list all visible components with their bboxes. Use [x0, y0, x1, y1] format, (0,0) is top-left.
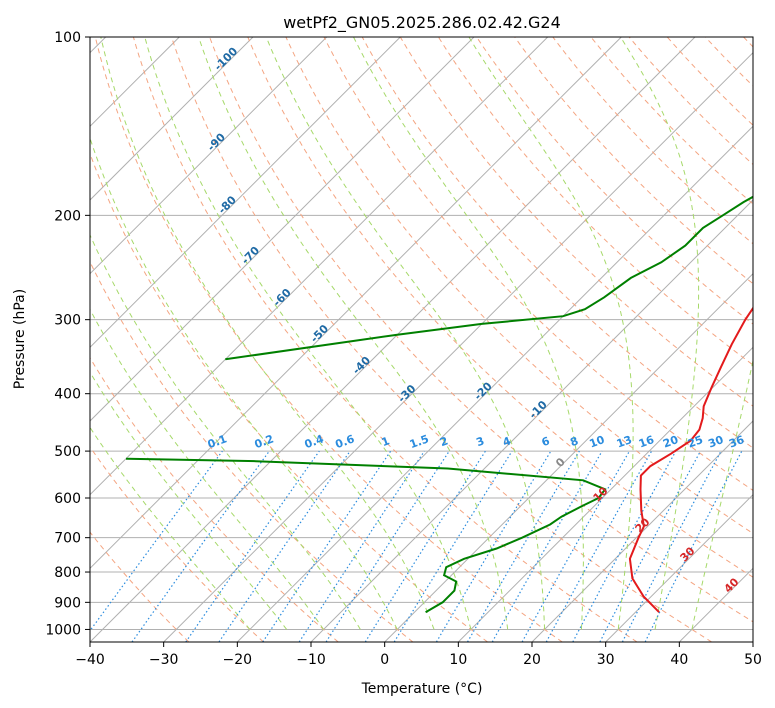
plot-area: 0.1 0.2 0.4 0.6 1 1.5 2 3 4 6 8 10 13 16 20 25 30 36-100-…	[89, 36, 754, 643]
mixing-ratio-label: 30	[706, 433, 725, 451]
y-tick-label: 800	[54, 565, 81, 581]
series-dewpoint	[125, 457, 607, 614]
dry-adiabat-line	[132, 37, 638, 642]
dry-adiabat-line	[437, 37, 753, 366]
dry-adiabat-line	[247, 37, 753, 578]
y-axis-label: Pressure (hPa)	[12, 289, 28, 389]
mixing-ratio-label: 10	[588, 433, 607, 451]
x-tick-label: 50	[744, 652, 762, 668]
mixing-ratio-label: 1.5	[408, 432, 431, 451]
mixing-ratio-line	[298, 450, 425, 642]
mixing-ratio-line	[185, 450, 320, 642]
mixing-ratio-label: 0.2	[253, 432, 276, 451]
y-tick-label: 1000	[45, 622, 81, 638]
moist-adiabat-line	[468, 37, 634, 630]
mixing-ratio-label: 3	[474, 434, 486, 449]
mixing-ratio-line	[131, 450, 270, 642]
isotherm-line	[163, 51, 753, 642]
mixing-ratio-line	[644, 450, 743, 642]
y-tick-label: 500	[54, 444, 81, 460]
moist-adiabat-line	[90, 136, 398, 630]
isotherm-line	[90, 37, 549, 496]
isotherm-line	[90, 37, 254, 201]
isotherm-line	[384, 272, 753, 642]
mixing-ratio-line	[521, 450, 631, 642]
mixing-ratio-line	[545, 450, 653, 642]
mixing-ratio-line	[325, 450, 450, 642]
x-tick-label: 40	[670, 652, 688, 668]
isotherm-line	[90, 37, 328, 275]
mixing-ratio-label: 16	[637, 433, 656, 451]
dry-adiabat-line	[399, 37, 753, 407]
moist-adiabat-line	[691, 358, 753, 630]
mixing-ratio-label: 36	[727, 433, 746, 451]
mixing-ratio-line	[90, 450, 223, 632]
x-tick-label: 0	[380, 652, 389, 668]
dry-adiabat-line	[323, 37, 753, 491]
x-tick-label: 30	[597, 652, 615, 668]
mixing-ratio-label: 8	[568, 434, 580, 449]
isotherm-line	[605, 493, 753, 642]
mixing-ratio-label: 25	[686, 433, 705, 450]
dry-adiabat-line	[361, 37, 753, 449]
dry-adiabat-line	[90, 531, 190, 642]
x-tick-label: −40	[75, 652, 105, 668]
dry-adiabat-line	[285, 37, 753, 535]
moist-adiabat-line	[353, 37, 584, 630]
isotherm-line	[90, 37, 696, 642]
isotherm-line	[236, 125, 753, 642]
series-dewpoint-upper	[225, 195, 753, 361]
y-tick-label: 400	[54, 387, 81, 403]
mixing-ratio-line	[262, 450, 392, 642]
mixing-ratio-label: 0.4	[303, 432, 326, 451]
dry-adiabat-line	[209, 37, 753, 623]
y-tick-label: 900	[54, 595, 81, 611]
dry-adiabat-line	[90, 260, 414, 642]
chart-title: wetPf2_GN05.2025.286.02.42.G24	[283, 13, 561, 33]
mixing-ratio-label: 6	[540, 434, 552, 449]
mixing-ratio-label: 4	[501, 434, 513, 449]
isotherm-line	[90, 37, 622, 570]
moist-adiabat-line	[100, 37, 435, 630]
x-axis-label: Temperature (°C)	[361, 681, 483, 697]
moist-adiabat-line	[90, 426, 251, 630]
isotherm-line	[90, 37, 475, 422]
mixing-ratio-label: 20	[661, 433, 680, 451]
mixing-ratio-line	[572, 450, 677, 642]
moist-adiabat-line	[620, 37, 700, 630]
plot-clip-group	[90, 37, 753, 642]
moist-adiabat-line	[90, 371, 288, 630]
plot-frame	[89, 36, 754, 643]
dry-adiabat-line	[90, 356, 339, 642]
series-temperature	[628, 306, 753, 613]
isotherm-line	[457, 346, 753, 642]
x-tick-label: −30	[149, 652, 179, 668]
moist-adiabat-line	[198, 37, 509, 630]
y-tick-label: 600	[54, 491, 81, 507]
y-tick-label: 100	[54, 30, 81, 46]
mixing-ratio-line	[218, 450, 351, 642]
moist-adiabat-line	[90, 233, 361, 630]
x-tick-label: 20	[523, 652, 541, 668]
y-tick-label: 200	[54, 208, 81, 224]
mixing-ratio-line	[393, 450, 513, 642]
y-tick-label: 300	[54, 313, 81, 329]
dry-adiabat-line	[94, 37, 563, 642]
mixing-ratio-label: 0.6	[334, 432, 357, 451]
mixing-ratio-label: 0.1	[206, 432, 229, 451]
mixing-ratio-label: 2	[438, 434, 450, 449]
axis-ticks: −40 −30 −20 −10 0 10 20 30 40 5010020030040050060…	[45, 30, 762, 668]
x-tick-label: 10	[449, 652, 467, 668]
isotherm-line	[531, 420, 753, 642]
mixing-ratio-label: 1	[380, 434, 392, 449]
x-tick-label: −10	[296, 652, 326, 668]
y-tick-label: 700	[54, 531, 81, 547]
x-tick-label: −20	[223, 652, 253, 668]
isotherm-line	[90, 37, 401, 349]
mixing-ratio-label: 13	[615, 433, 634, 450]
